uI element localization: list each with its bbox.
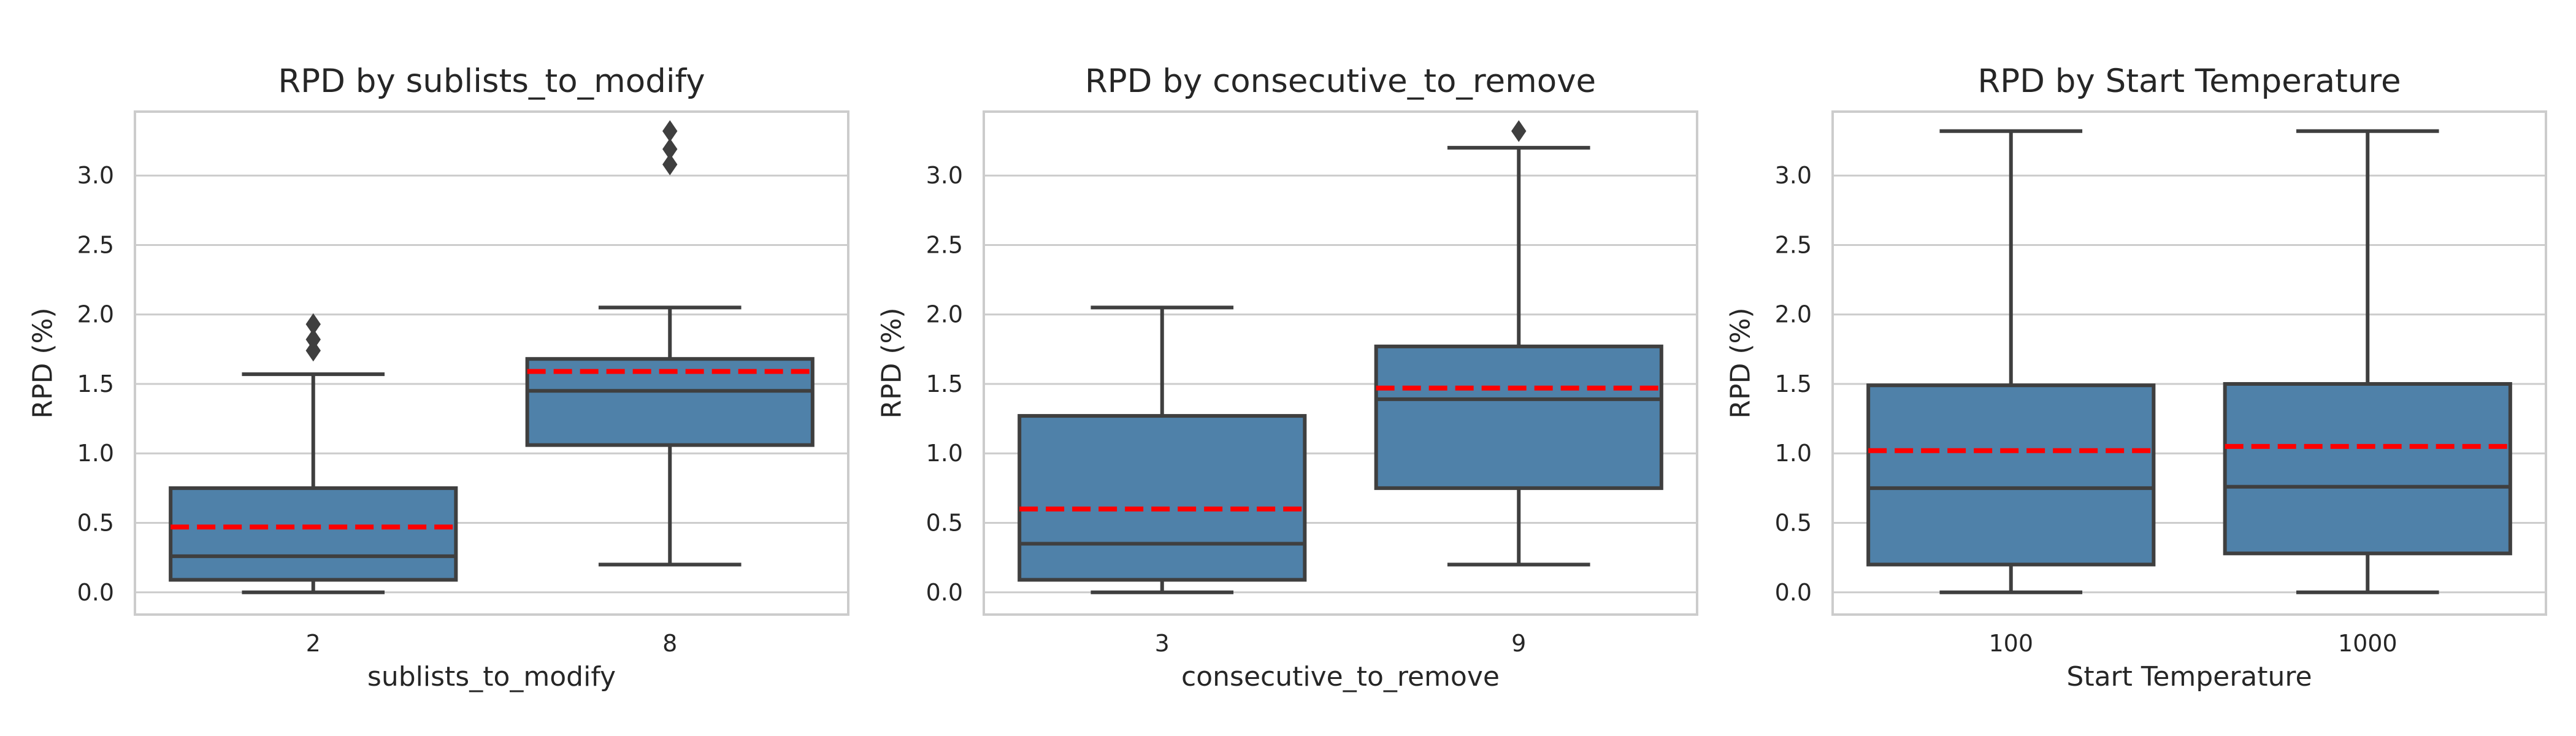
x-axis-label: sublists_to_modify xyxy=(367,661,616,692)
box-group-3 xyxy=(1018,305,1307,594)
plot-frame xyxy=(983,110,1698,616)
y-tick-label: 2.0 xyxy=(1775,301,1812,328)
outlier-point xyxy=(305,313,321,335)
chart-panel-1: 0.0 0.5 1.0 1.5 2.0 2.5 3.0 2 8 RPD by sublists_t… xyxy=(28,63,849,692)
y-tick-label: 0.0 xyxy=(926,579,963,606)
box-group-100 xyxy=(1866,129,2156,594)
y-tick-label: 1.0 xyxy=(1775,440,1812,467)
x-tick-label: 100 xyxy=(1988,630,2033,657)
y-tick-label: 0.5 xyxy=(77,509,114,536)
y-axis-label: RPD (%) xyxy=(876,307,908,418)
chart-panel-3: 0.0 0.5 1.0 1.5 2.0 2.5 3.0 100 1000 RPD by Start… xyxy=(1725,63,2547,692)
box-group-8 xyxy=(525,120,815,567)
y-tick-label: 0.5 xyxy=(926,509,963,536)
y-tick-label: 1.5 xyxy=(926,370,963,397)
y-tick-label: 2.5 xyxy=(926,231,963,258)
box-group-2 xyxy=(169,313,458,594)
chart-title: RPD by sublists_to_modify xyxy=(278,63,705,100)
box-iqr xyxy=(1018,414,1307,582)
box-group-1000 xyxy=(2223,129,2512,594)
x-tick-label: 3 xyxy=(1155,630,1170,657)
x-axis-label: consecutive_to_remove xyxy=(1181,661,1500,692)
y-tick-label: 0.5 xyxy=(1775,509,1812,536)
box-iqr xyxy=(2223,381,2512,556)
plot-frame xyxy=(1831,110,2547,616)
y-tick-label: 2.5 xyxy=(77,231,114,258)
y-tick-label: 2.0 xyxy=(926,301,963,328)
y-tick-label: 3.0 xyxy=(926,162,963,189)
outlier-point xyxy=(662,153,678,175)
y-tick-label: 1.5 xyxy=(77,370,114,397)
x-tick-label: 2 xyxy=(306,630,321,657)
y-axis-label: RPD (%) xyxy=(1725,307,1757,418)
outlier-point xyxy=(305,328,321,351)
x-axis-label: Start Temperature xyxy=(2066,661,2312,692)
y-tick-label: 2.0 xyxy=(77,301,114,328)
y-tick-label: 0.0 xyxy=(77,579,114,606)
chart-title: RPD by consecutive_to_remove xyxy=(1085,63,1596,100)
y-axis-label: RPD (%) xyxy=(28,307,59,418)
outlier-point xyxy=(305,339,321,362)
box-iqr xyxy=(1866,383,2156,567)
box-group-9 xyxy=(1374,120,1663,567)
outlier-point xyxy=(662,120,678,142)
y-tick-label: 1.0 xyxy=(926,440,963,467)
outlier-point xyxy=(1511,120,1527,142)
y-tick-label: 3.0 xyxy=(77,162,114,189)
y-tick-label: 2.5 xyxy=(1775,231,1812,258)
y-tick-label: 3.0 xyxy=(1775,162,1812,189)
y-tick-label: 1.0 xyxy=(77,440,114,467)
chart-title: RPD by Start Temperature xyxy=(1977,63,2401,100)
x-tick-label: 1000 xyxy=(2338,630,2398,657)
chart-panel-2: 0.0 0.5 1.0 1.5 2.0 2.5 3.0 3 9 RPD by consecutiv… xyxy=(876,63,1698,692)
outlier-point xyxy=(662,138,678,160)
plot-frame xyxy=(134,110,849,616)
box-iqr xyxy=(1374,344,1663,490)
y-tick-label: 1.5 xyxy=(1775,370,1812,397)
y-tick-label: 0.0 xyxy=(1775,579,1812,606)
x-tick-label: 8 xyxy=(662,630,677,657)
x-tick-label: 9 xyxy=(1511,630,1526,657)
box-iqr xyxy=(169,486,458,582)
